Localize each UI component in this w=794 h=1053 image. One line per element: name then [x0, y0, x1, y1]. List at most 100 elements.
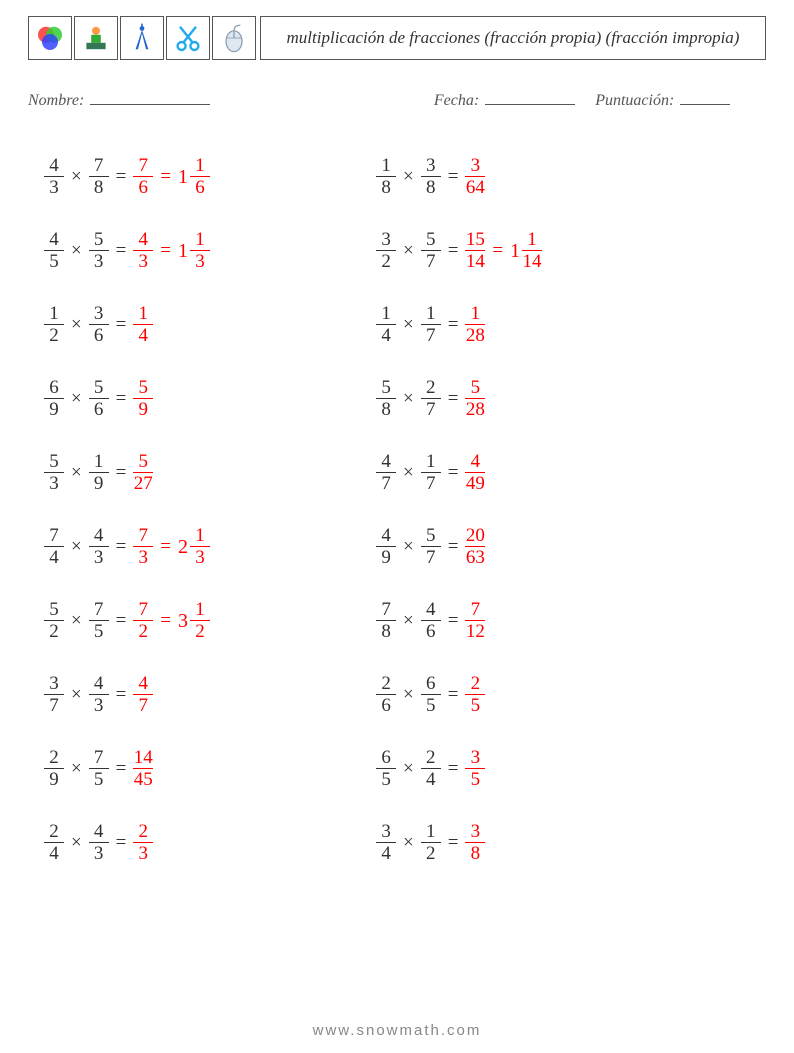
numerator: 4	[381, 526, 391, 546]
fraction: 43	[44, 156, 64, 198]
fraction: 19	[89, 452, 109, 494]
problem-row: 32×57=1514=1114	[376, 214, 708, 288]
icon-strip	[28, 16, 256, 60]
answer: 47	[133, 674, 153, 716]
fraction: 364	[465, 156, 485, 198]
fraction: 16	[190, 156, 210, 198]
equals-sign: =	[116, 832, 127, 854]
denominator: 9	[133, 398, 153, 420]
answer: 72=312	[133, 600, 210, 642]
denominator: 7	[421, 398, 441, 420]
date-label: Fecha:	[434, 92, 479, 109]
answer: 43=113	[133, 230, 210, 272]
denominator: 3	[89, 546, 109, 568]
equals-sign: =	[448, 166, 459, 188]
equals-sign: =	[448, 758, 459, 780]
numerator: 4	[94, 526, 104, 546]
times-operator: ×	[403, 536, 414, 558]
numerator: 7	[139, 156, 149, 176]
denominator: 6	[133, 176, 153, 198]
denominator: 6	[421, 620, 441, 642]
numerator: 3	[471, 822, 481, 842]
meta-row: Nombre: Fecha: Puntuación:	[28, 88, 766, 110]
answer: 14	[133, 304, 153, 346]
fraction: 128	[465, 304, 485, 346]
problem-row: 34×12=38	[376, 806, 708, 880]
denominator: 5	[376, 768, 396, 790]
denominator: 28	[465, 398, 485, 420]
fraction: 38	[421, 156, 441, 198]
fraction: 78	[89, 156, 109, 198]
numerator: 4	[94, 822, 104, 842]
answer: 73=213	[133, 526, 210, 568]
fraction: 57	[421, 230, 441, 272]
numerator: 1	[471, 304, 481, 324]
equals-sign: =	[448, 610, 459, 632]
equals-sign: =	[116, 758, 127, 780]
denominator: 5	[44, 250, 64, 272]
times-operator: ×	[71, 166, 82, 188]
problem-row: 47×17=449	[376, 436, 708, 510]
fraction: 14	[376, 304, 396, 346]
whole-part: 1	[178, 166, 188, 189]
fraction: 26	[376, 674, 396, 716]
denominator: 8	[465, 842, 485, 864]
fraction: 12	[44, 304, 64, 346]
fraction: 38	[465, 822, 485, 864]
fraction: 24	[44, 822, 64, 864]
numerator: 20	[466, 526, 485, 546]
answer: 38	[465, 822, 485, 864]
equals-sign: =	[448, 832, 459, 854]
mixed-number: 116	[178, 156, 210, 198]
denominator: 3	[133, 250, 153, 272]
times-operator: ×	[403, 462, 414, 484]
denominator: 6	[89, 398, 109, 420]
numerator: 4	[139, 230, 149, 250]
numerator: 3	[94, 304, 104, 324]
numerator: 5	[471, 378, 481, 398]
times-operator: ×	[403, 758, 414, 780]
problem-row: 65×24=35	[376, 732, 708, 806]
denominator: 7	[421, 250, 441, 272]
numerator: 6	[426, 674, 436, 694]
numerator: 2	[139, 822, 149, 842]
fraction: 528	[465, 378, 485, 420]
fraction: 43	[133, 230, 153, 272]
equals-sign: =	[116, 240, 127, 262]
denominator: 5	[465, 768, 485, 790]
numerator: 2	[471, 674, 481, 694]
fraction: 36	[89, 304, 109, 346]
denominator: 9	[44, 768, 64, 790]
numerator: 1	[426, 304, 436, 324]
numerator: 1	[195, 526, 205, 546]
column-left: 43×78=76=11645×53=43=11312×36=1469×56=59…	[44, 140, 376, 880]
numerator: 7	[94, 748, 104, 768]
times-operator: ×	[403, 314, 414, 336]
whole-part: 1	[510, 240, 520, 263]
numerator: 1	[195, 156, 205, 176]
fraction: 17	[421, 304, 441, 346]
fraction: 73	[133, 526, 153, 568]
fraction: 14	[133, 304, 153, 346]
header-row: multiplicación de fracciones (fracción p…	[28, 16, 766, 60]
times-operator: ×	[403, 388, 414, 410]
numerator: 1	[195, 600, 205, 620]
fraction: 13	[190, 526, 210, 568]
numerator: 1	[426, 452, 436, 472]
equals-sign: =	[160, 536, 171, 558]
name-label: Nombre:	[28, 92, 84, 109]
problem-row: 52×75=72=312	[44, 584, 376, 658]
times-operator: ×	[71, 758, 82, 780]
answer: 712	[465, 600, 485, 642]
denominator: 2	[421, 842, 441, 864]
numerator: 4	[49, 156, 59, 176]
problem-row: 14×17=128	[376, 288, 708, 362]
fraction: 69	[44, 378, 64, 420]
equals-sign: =	[116, 388, 127, 410]
equals-sign: =	[116, 684, 127, 706]
times-operator: ×	[71, 388, 82, 410]
numerator: 2	[381, 674, 391, 694]
fraction: 75	[89, 600, 109, 642]
numerator: 2	[426, 378, 436, 398]
answer: 1445	[133, 748, 153, 790]
